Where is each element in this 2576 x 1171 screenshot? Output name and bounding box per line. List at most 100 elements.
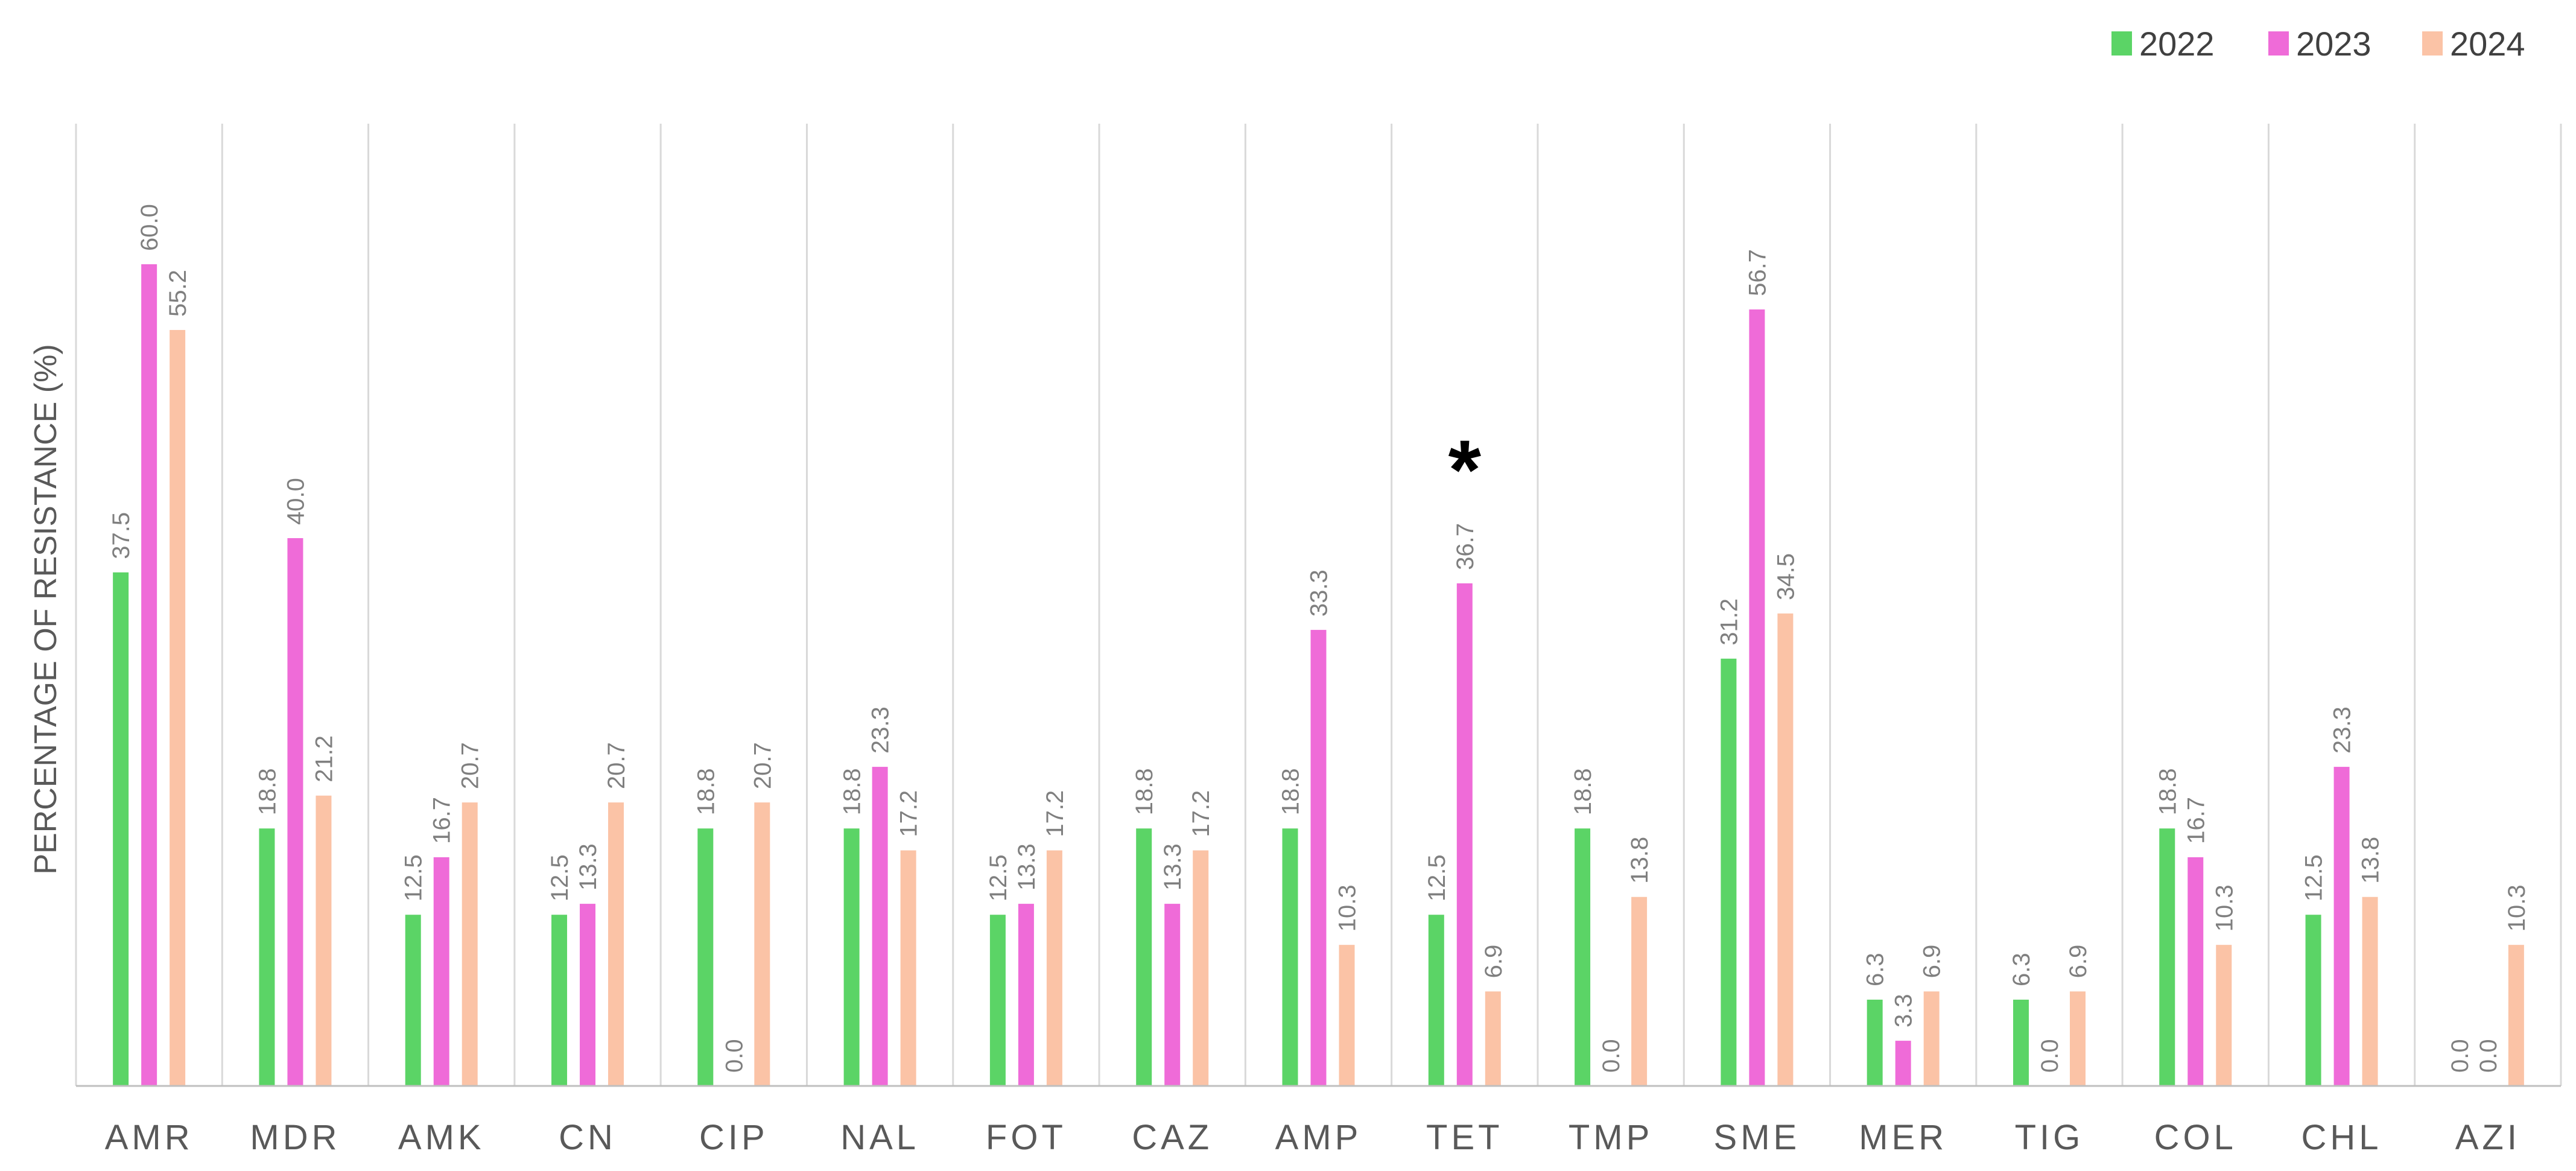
data-label-tig-2022: 6.3	[2008, 953, 2035, 986]
data-label-nal-2024: 17.2	[896, 790, 922, 837]
legend-swatch	[2422, 31, 2443, 56]
data-label-cip-2023: 0.0	[721, 1039, 747, 1073]
bar-tmp-2022	[1575, 828, 1591, 1086]
y-axis-label: PERCENTAGE OF RESISTANCE (%)	[28, 344, 63, 874]
legend-item-2023: 2023	[2268, 25, 2371, 63]
bar-sme-2022	[1721, 658, 1737, 1086]
legend-item-2024: 2024	[2422, 25, 2525, 63]
category-label-sme: SME	[1714, 1118, 1801, 1157]
bar-col-2022	[2159, 828, 2175, 1086]
bar-mer-2023	[1895, 1041, 1911, 1086]
category-label-amk: AMK	[398, 1118, 485, 1157]
bar-tig-2022	[2013, 999, 2029, 1086]
data-label-chl-2024: 13.8	[2358, 837, 2384, 884]
data-label-mer-2024: 6.9	[1919, 945, 1946, 979]
bar-col-2024	[2216, 945, 2232, 1086]
data-label-tet-2024: 6.9	[1480, 945, 1507, 979]
category-label-mdr: MDR	[250, 1118, 340, 1157]
data-label-chl-2023: 23.3	[2329, 706, 2356, 754]
data-label-chl-2022: 12.5	[2301, 854, 2327, 901]
bar-cn-2023	[580, 904, 596, 1086]
data-label-amr-2023: 60.0	[136, 204, 163, 251]
data-label-amr-2024: 55.2	[165, 270, 191, 317]
category-label-tig: TIG	[2015, 1118, 2084, 1157]
data-label-fot-2022: 12.5	[985, 854, 1012, 901]
bar-amk-2023	[433, 857, 449, 1086]
data-label-tig-2023: 0.0	[2037, 1039, 2063, 1073]
data-label-col-2022: 18.8	[2154, 768, 2181, 815]
category-label-nal: NAL	[840, 1118, 919, 1157]
data-label-tmp-2022: 18.8	[1570, 768, 1596, 815]
bar-cip-2024	[754, 802, 770, 1086]
data-labels-layer: 37.560.055.218.840.021.212.516.720.712.5…	[108, 204, 2530, 1073]
bar-cn-2022	[551, 915, 568, 1086]
category-label-azi: AZI	[2455, 1118, 2520, 1157]
data-label-amk-2023: 16.7	[429, 797, 455, 844]
legend: 2022 2023 2024	[2111, 25, 2525, 63]
data-label-cn-2023: 13.3	[575, 843, 601, 890]
category-label-cn: CN	[559, 1118, 617, 1157]
bar-azi-2024	[2508, 945, 2524, 1086]
data-label-mdr-2022: 18.8	[254, 768, 281, 815]
data-label-azi-2022: 0.0	[2447, 1039, 2473, 1073]
data-label-caz-2023: 13.3	[1160, 843, 1186, 890]
data-label-amk-2024: 20.7	[457, 742, 484, 789]
grid-lines	[75, 124, 2562, 1086]
bar-nal-2022	[843, 828, 860, 1086]
legend-label: 2024	[2450, 25, 2525, 63]
category-label-tmp: TMP	[1569, 1118, 1653, 1157]
bar-tet-2024	[1485, 991, 1501, 1086]
data-label-amp-2024: 10.3	[1334, 884, 1361, 931]
legend-label: 2022	[2139, 25, 2215, 63]
data-label-tet-2022: 12.5	[1424, 854, 1450, 901]
bar-mdr-2023	[287, 538, 303, 1086]
data-label-mdr-2023: 40.0	[282, 478, 309, 525]
bar-fot-2022	[989, 915, 1006, 1086]
legend-swatch	[2111, 31, 2132, 56]
data-label-sme-2023: 56.7	[1744, 249, 1771, 296]
bar-chl-2024	[2362, 896, 2378, 1086]
bar-mer-2024	[1923, 991, 1940, 1086]
data-label-nal-2023: 23.3	[868, 706, 894, 754]
data-label-nal-2022: 18.8	[839, 768, 866, 815]
bar-cip-2022	[697, 828, 714, 1086]
data-label-mer-2023: 3.3	[1891, 994, 1917, 1027]
data-label-cn-2022: 12.5	[547, 854, 573, 901]
bar-amp-2023	[1310, 630, 1327, 1086]
bar-tet-2023	[1456, 583, 1473, 1086]
bar-tig-2024	[2069, 991, 2086, 1086]
legend-swatch	[2268, 31, 2289, 56]
data-label-tig-2024: 6.9	[2065, 945, 2092, 979]
bar-amr-2024	[170, 329, 186, 1087]
category-label-fot: FOT	[986, 1118, 1067, 1157]
bar-chl-2022	[2305, 915, 2321, 1086]
category-label-amp: AMP	[1275, 1118, 1362, 1157]
legend-item-2022: 2022	[2111, 25, 2215, 63]
category-label-mer: MER	[1859, 1118, 1947, 1157]
data-label-sme-2022: 31.2	[1716, 598, 1742, 646]
bar-caz-2023	[1164, 904, 1181, 1086]
bar-fot-2024	[1046, 850, 1062, 1086]
data-label-tmp-2024: 13.8	[1626, 837, 1653, 884]
bar-amk-2024	[462, 802, 478, 1086]
data-label-tet-2023: 36.7	[1452, 523, 1479, 570]
category-label-chl: CHL	[2302, 1118, 2382, 1157]
category-label-cip: CIP	[699, 1118, 769, 1157]
bar-mdr-2022	[259, 828, 275, 1086]
bar-tmp-2024	[1631, 896, 1648, 1086]
category-label-amr: AMR	[105, 1118, 194, 1157]
data-label-azi-2024: 10.3	[2504, 884, 2530, 931]
bar-mer-2022	[1867, 999, 1883, 1086]
data-label-cip-2024: 20.7	[749, 742, 776, 789]
data-label-cn-2024: 20.7	[603, 742, 630, 789]
bars-layer	[113, 264, 2524, 1087]
bar-amr-2022	[113, 572, 129, 1086]
bar-nal-2023	[872, 767, 888, 1086]
data-label-mdr-2024: 21.2	[311, 735, 337, 782]
data-label-azi-2023: 0.0	[2475, 1039, 2502, 1073]
bar-nal-2024	[900, 850, 916, 1086]
data-label-amp-2023: 33.3	[1306, 570, 1333, 617]
data-label-amr-2022: 37.5	[108, 512, 135, 559]
data-label-fot-2024: 17.2	[1042, 790, 1068, 837]
